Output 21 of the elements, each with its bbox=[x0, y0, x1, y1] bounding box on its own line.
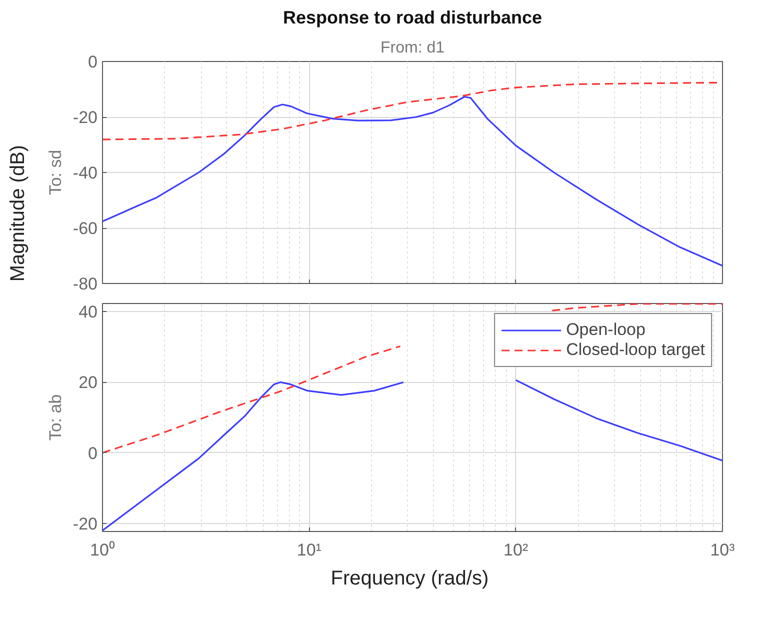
legend-label: Open-loop bbox=[566, 320, 646, 340]
x-tick-label: 10⁰ bbox=[90, 540, 115, 560]
y-tick-label: 0 bbox=[88, 52, 98, 72]
y-tick-label: -60 bbox=[72, 219, 98, 238]
x-tick-label: 10³ bbox=[710, 540, 736, 560]
y-tick-label: -20 bbox=[72, 108, 98, 127]
x-axis-title: Frequency (rad/s) bbox=[330, 568, 489, 590]
legend-label: Closed-loop target bbox=[566, 340, 705, 360]
y-axis-title: To: ab bbox=[46, 394, 65, 441]
y-tick-label: 0 bbox=[88, 444, 98, 463]
y-tick-label: 40 bbox=[78, 302, 98, 322]
y-axis-title: To: sd bbox=[46, 150, 65, 196]
x-tick-label: 10¹ bbox=[296, 540, 322, 560]
y-tick-label: -40 bbox=[72, 164, 98, 182]
y-tick-label: -20 bbox=[72, 514, 98, 534]
y-tick-label: 20 bbox=[78, 373, 98, 392]
chart-title: Response to road disturbance bbox=[282, 8, 542, 28]
x-tick-label: 10² bbox=[504, 540, 528, 560]
y-tick-label: -80 bbox=[72, 274, 98, 294]
chart-subtitle: From: d1 bbox=[380, 40, 445, 56]
text: Magnitude (dB) bbox=[7, 144, 30, 282]
